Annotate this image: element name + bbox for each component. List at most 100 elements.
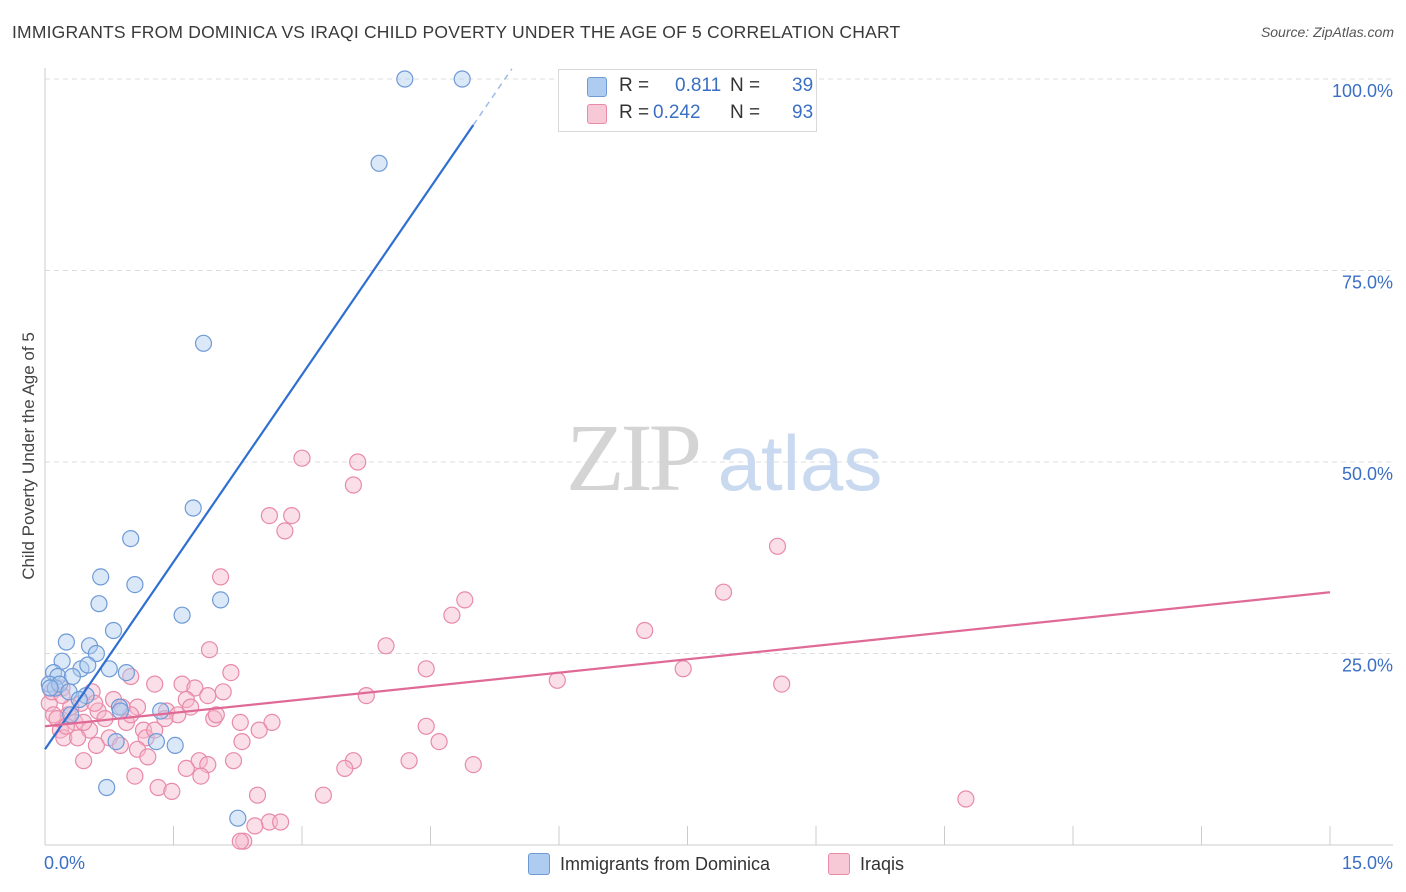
- legend-swatch-blue: [528, 853, 550, 875]
- point-iraqis: [186, 679, 204, 697]
- point-iraqis: [344, 476, 362, 494]
- point-iraqis: [233, 732, 251, 751]
- y-tick-label: 100.0%: [1332, 81, 1393, 101]
- point-dominica: [173, 606, 191, 624]
- point-iraqis: [464, 755, 482, 774]
- point-iraqis: [146, 675, 164, 693]
- watermark-atlas: atlas: [718, 419, 883, 507]
- legend-r-label: R =: [619, 75, 650, 96]
- point-iraqis: [222, 663, 240, 682]
- point-iraqis: [163, 782, 181, 801]
- point-iraqis: [68, 729, 87, 747]
- point-dominica: [166, 736, 184, 755]
- legend-label-dominica: Immigrants from Dominica: [560, 853, 771, 874]
- source-label: Source: ZipAtlas.com: [1260, 24, 1394, 40]
- point-iraqis: [957, 790, 975, 808]
- point-iraqis: [139, 748, 157, 766]
- point-dominica: [152, 702, 170, 720]
- point-iraqis: [207, 706, 225, 724]
- point-iraqis: [293, 449, 311, 467]
- point-iraqis: [314, 786, 332, 804]
- correlation-legend: R = 0.811 N = 39 R = 0.242 N = 93: [558, 69, 817, 132]
- point-iraqis: [212, 568, 230, 586]
- legend-n-label: N =: [730, 102, 761, 123]
- point-iraqis: [548, 671, 566, 689]
- legend-r-value: 0.242: [653, 102, 701, 123]
- watermark: ZIP atlas: [566, 404, 882, 511]
- point-iraqis: [674, 660, 692, 678]
- point-iraqis: [283, 506, 301, 525]
- axes-layer: [44, 68, 1393, 846]
- grid-layer: [45, 78, 1393, 654]
- point-iraqis: [417, 660, 435, 678]
- trend-line-iraqis: [44, 591, 1331, 728]
- point-dominica: [117, 663, 136, 682]
- point-dominica: [41, 679, 59, 697]
- legend-n-value: 93: [792, 102, 814, 123]
- point-iraqis: [443, 606, 461, 624]
- point-dominica: [194, 334, 213, 352]
- point-dominica: [98, 778, 116, 797]
- point-dominica: [370, 154, 388, 172]
- point-iraqis: [260, 506, 278, 525]
- point-iraqis: [177, 759, 195, 778]
- y-tick-label: 50.0%: [1342, 464, 1393, 484]
- point-iraqis: [276, 522, 294, 540]
- point-dominica: [396, 70, 414, 88]
- point-iraqis: [456, 591, 474, 609]
- point-iraqis: [149, 778, 167, 797]
- point-iraqis: [349, 453, 367, 471]
- point-dominica: [229, 809, 247, 827]
- legend-r-label: R =: [619, 102, 650, 123]
- bottom-legend-iraqis: Iraqis: [828, 852, 904, 876]
- point-iraqis: [336, 759, 354, 778]
- point-iraqis: [768, 537, 787, 555]
- trend-line-dominica-extension: [472, 68, 513, 126]
- point-iraqis: [377, 637, 395, 655]
- point-iraqis: [714, 583, 733, 601]
- legend-swatch-pink: [828, 853, 850, 875]
- trend-layer: [44, 68, 1331, 750]
- legend-n-value: 39: [792, 75, 814, 96]
- point-iraqis: [199, 686, 217, 705]
- point-iraqis: [263, 713, 281, 732]
- point-iraqis: [87, 736, 106, 755]
- point-dominica: [184, 499, 202, 517]
- tick-label-layer: 25.0% 50.0% 75.0% 100.0% 0.0% 15.0%: [44, 81, 1393, 873]
- point-iraqis: [169, 706, 187, 724]
- point-dominica: [111, 702, 130, 720]
- point-dominica: [79, 656, 97, 674]
- point-iraqis: [214, 683, 232, 701]
- point-iraqis: [126, 767, 144, 785]
- point-dominica: [87, 644, 106, 663]
- legend-r-value: 0.811: [675, 75, 722, 96]
- point-dominica: [453, 70, 471, 88]
- point-iraqis: [417, 717, 435, 735]
- point-iraqis: [357, 686, 375, 705]
- trend-line-dominica: [44, 124, 475, 750]
- point-dominica: [92, 568, 110, 586]
- point-iraqis: [231, 832, 249, 850]
- point-iraqis: [200, 641, 219, 659]
- point-iraqis: [250, 721, 268, 739]
- chart-title: IMMIGRANTS FROM DOMINICA VS IRAQI CHILD …: [12, 22, 901, 42]
- y-tick-label: 25.0%: [1342, 656, 1393, 676]
- point-iraqis: [773, 675, 791, 693]
- point-dominica: [57, 633, 76, 651]
- point-iraqis: [430, 732, 448, 751]
- point-iraqis: [400, 752, 418, 770]
- point-iraqis: [231, 713, 249, 732]
- legend-label-iraqis: Iraqis: [860, 853, 905, 874]
- point-dominica: [126, 575, 144, 594]
- point-dominica: [122, 529, 140, 548]
- y-tick-label: 75.0%: [1342, 273, 1393, 293]
- point-iraqis: [246, 817, 264, 835]
- point-dominica: [104, 621, 123, 640]
- point-dominica: [212, 591, 230, 609]
- point-iraqis: [192, 767, 210, 785]
- x-tick-label-min: 0.0%: [44, 853, 85, 873]
- point-iraqis: [272, 813, 290, 831]
- legend-n-label: N =: [730, 75, 761, 96]
- point-dominica: [147, 732, 165, 751]
